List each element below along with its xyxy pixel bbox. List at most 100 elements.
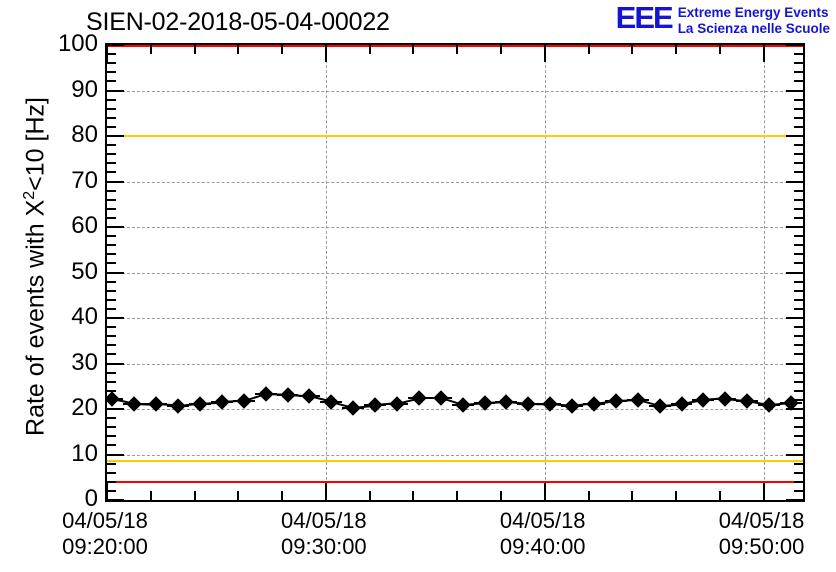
gridline-horizontal — [107, 227, 803, 228]
y-axis-minor-tick-right — [794, 398, 803, 401]
y-axis-minor-tick — [107, 244, 116, 247]
y-axis-minor-tick — [107, 280, 116, 283]
y-axis-major-tick — [107, 180, 124, 183]
y-axis-minor-tick-right — [794, 326, 803, 329]
y-axis-minor-tick — [107, 326, 116, 329]
gridline-vertical — [325, 45, 327, 500]
y-axis-minor-tick — [107, 489, 116, 492]
y-axis-major-tick-right — [786, 226, 803, 228]
y-axis-minor-tick — [107, 71, 116, 74]
x-axis-minor-tick-top — [631, 45, 634, 54]
y-axis-minor-tick — [107, 253, 116, 256]
x-axis-tick-label-date: 04/05/18 — [718, 508, 805, 533]
x-axis-minor-tick — [499, 491, 502, 500]
y-axis-minor-tick-right — [794, 462, 803, 465]
series-data-point — [107, 391, 121, 407]
y-axis-minor-tick-right — [794, 480, 803, 483]
y-axis-minor-tick — [107, 426, 116, 429]
y-axis-tick-label: 30 — [71, 348, 98, 376]
x-axis-minor-tick — [237, 491, 240, 500]
x-axis-tick-label-date: 04/05/18 — [62, 508, 148, 533]
y-axis-minor-tick-right — [794, 298, 803, 301]
y-axis-minor-tick-right — [794, 471, 803, 474]
series-data-point — [717, 390, 734, 407]
x-axis-tick-label-time: 09:40:00 — [499, 534, 586, 559]
y-axis-minor-tick — [107, 107, 116, 110]
x-axis-minor-tick-top — [718, 45, 721, 54]
y-axis-minor-tick-right — [794, 253, 803, 256]
y-axis-minor-tick-right — [794, 380, 803, 383]
eee-logo-mark: EEE — [615, 0, 674, 35]
y-axis-major-tick — [107, 226, 124, 228]
y-axis-minor-tick — [107, 307, 116, 310]
y-axis-major-tick-right — [786, 89, 803, 92]
x-axis-minor-tick-top — [368, 45, 371, 54]
y-axis-minor-tick — [107, 353, 116, 356]
y-axis-minor-tick-right — [794, 144, 803, 147]
plot-area — [105, 43, 805, 502]
x-axis-major-tick-top — [543, 45, 546, 62]
y-axis-major-tick — [107, 453, 124, 456]
y-axis-minor-tick-right — [794, 489, 803, 492]
x-axis-tick-label-time: 09:30:00 — [281, 534, 367, 559]
y-axis-minor-tick-right — [794, 371, 803, 374]
series-data-point — [454, 397, 471, 413]
gridline-horizontal — [107, 181, 803, 183]
y-axis-minor-tick — [107, 335, 116, 338]
page-title: SIEN-02-2018-05-04-00022 — [86, 8, 390, 36]
lower-red-limit — [107, 480, 803, 483]
y-axis-minor-tick — [107, 125, 116, 128]
x-axis-minor-tick-top — [237, 45, 240, 54]
x-axis-tick-label-date: 04/05/18 — [281, 508, 367, 533]
gridline-vertical — [544, 45, 546, 500]
y-axis-tick-label: 60 — [71, 212, 98, 239]
y-axis-minor-tick-right — [794, 353, 803, 356]
x-axis-tick-label: 04/05/18 09:20:00 — [25, 508, 185, 560]
plot-inner — [107, 45, 803, 500]
y-axis-major-tick — [107, 362, 124, 365]
upper-red-limit — [107, 45, 803, 47]
eee-logo-line1: Extreme Energy Events — [677, 5, 829, 20]
x-axis-minor-tick-top — [193, 45, 196, 54]
y-axis-minor-tick — [107, 216, 116, 219]
y-axis-minor-tick-right — [794, 207, 803, 210]
y-axis-minor-tick-right — [794, 244, 803, 247]
y-axis-minor-tick — [107, 471, 116, 474]
series-data-point — [345, 399, 361, 416]
y-axis-minor-tick — [107, 289, 116, 292]
x-axis-minor-tick-top — [456, 45, 459, 54]
y-axis-major-tick — [107, 135, 124, 137]
gridline-horizontal — [107, 318, 803, 319]
x-axis-minor-tick — [149, 491, 152, 500]
y-axis-major-tick — [107, 408, 124, 410]
x-axis-minor-tick — [456, 491, 459, 500]
y-axis-minor-tick — [107, 171, 116, 174]
x-axis-tick-label: 04/05/18 09:30:00 — [244, 508, 404, 560]
y-axis-minor-tick — [107, 153, 116, 156]
y-axis-minor-tick — [107, 207, 116, 210]
series-connector — [418, 397, 441, 400]
y-axis-major-tick-right — [786, 135, 803, 137]
y-axis-minor-tick — [107, 344, 116, 347]
x-axis-minor-tick — [412, 491, 415, 500]
y-axis-minor-tick-right — [794, 62, 803, 65]
y-axis-major-tick — [107, 45, 124, 46]
y-axis-major-tick-right — [786, 271, 803, 274]
y-axis-major-tick-right — [786, 45, 803, 46]
x-axis-minor-tick — [368, 491, 371, 500]
x-axis-major-tick-top — [762, 45, 765, 62]
y-axis-minor-tick-right — [794, 344, 803, 347]
y-axis-minor-tick-right — [794, 125, 803, 128]
y-axis-minor-tick — [107, 444, 116, 447]
series-data-point — [651, 398, 668, 414]
y-axis-tick-label: 40 — [71, 303, 98, 330]
x-axis-tick-label: 04/05/18 09:40:00 — [463, 508, 623, 560]
series-data-point — [608, 393, 624, 409]
y-axis-major-tick-right — [786, 499, 803, 500]
y-axis-minor-tick-right — [794, 153, 803, 156]
gridline-horizontal — [107, 363, 803, 365]
eee-logo: EEE Extreme Energy Events La Scienza nel… — [615, 0, 830, 37]
y-axis-minor-tick — [107, 298, 116, 301]
gridline-horizontal — [107, 454, 803, 456]
y-axis-tick-label: 50 — [71, 257, 98, 285]
